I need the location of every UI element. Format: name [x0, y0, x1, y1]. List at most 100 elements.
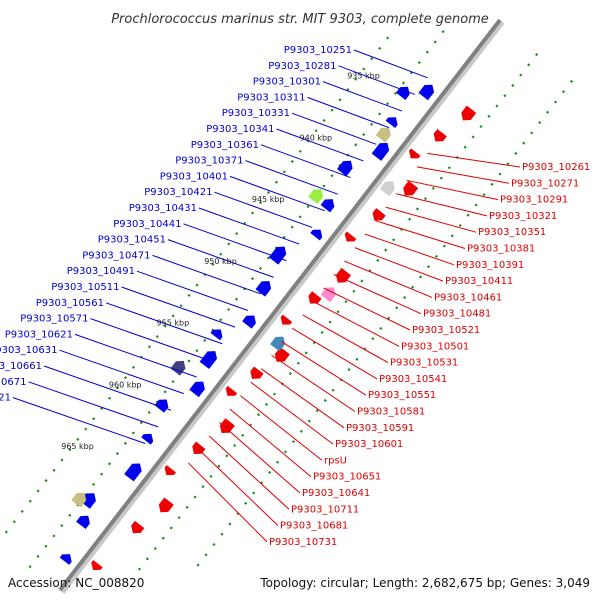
- tick-dot: [395, 306, 399, 310]
- tick-dot: [163, 390, 167, 394]
- tick-dot: [12, 520, 16, 524]
- reverse-gene-arrow: [192, 441, 206, 455]
- gene-features: [59, 84, 477, 571]
- tick-dot: [407, 217, 412, 221]
- tick-dot: [527, 63, 531, 67]
- forward-gene-label: P9303_10341: [206, 124, 274, 135]
- forward-gene-arrow: [59, 554, 72, 565]
- tick-dot: [36, 489, 40, 493]
- tick-dot: [123, 441, 127, 445]
- reverse-leader-line: [260, 368, 345, 429]
- tick-dot: [352, 289, 356, 293]
- tick-dot: [434, 254, 438, 258]
- reverse-leader-line: [354, 247, 444, 282]
- tick-dot: [506, 162, 510, 166]
- forward-gene-arrow: [242, 315, 256, 329]
- tick-dot: [268, 470, 272, 475]
- tick-dot: [441, 30, 445, 34]
- tick-dot: [272, 392, 277, 396]
- reverse-leader-line: [208, 435, 290, 510]
- tick-dot: [282, 170, 286, 174]
- tick-dot: [379, 326, 383, 330]
- tick-dot: [145, 557, 149, 561]
- forward-gene-label: P9303_10331: [222, 108, 290, 119]
- reverse-gene-label: P9303_10501: [401, 341, 469, 352]
- tick-dot: [235, 232, 239, 236]
- tick-dot: [60, 524, 64, 528]
- tick-dot: [458, 223, 462, 228]
- tick-dot: [503, 94, 507, 98]
- tick-dot: [354, 77, 358, 81]
- reverse-gene-label: P9303_10711: [291, 504, 359, 515]
- tick-dot: [376, 258, 380, 262]
- reverse-leader-line: [375, 220, 466, 249]
- reverse-leader-line: [364, 233, 455, 266]
- tick-dot: [362, 67, 366, 71]
- tick-dot: [147, 345, 151, 349]
- tick-dot: [155, 334, 159, 339]
- tick-dot: [227, 242, 231, 246]
- tick-dot: [266, 190, 271, 194]
- tick-dot: [411, 285, 415, 289]
- tick-dot: [212, 542, 216, 547]
- tick-dot: [244, 501, 248, 505]
- forward-leader-line: [276, 128, 364, 162]
- tick-dot: [347, 368, 351, 372]
- rna-feature: [71, 492, 87, 508]
- reverse-leader-line: [281, 341, 367, 396]
- tick-dot: [307, 419, 311, 423]
- forward-gene-label: P9303_10471: [82, 250, 150, 261]
- forward-leader-line: [12, 397, 146, 444]
- tick-dot: [187, 359, 191, 363]
- tick-dot: [439, 176, 443, 180]
- reverse-leader-line: [240, 395, 323, 461]
- reverse-gene-label: P9303_10641: [302, 488, 370, 499]
- tick-dot: [250, 277, 255, 281]
- reverse-gene-label: P9303_10521: [412, 325, 480, 336]
- forward-leader-line: [245, 160, 338, 195]
- tick-dot: [519, 73, 523, 77]
- tick-dot: [331, 388, 335, 392]
- reverse-gene-label: P9303_10651: [313, 472, 381, 483]
- forward-gene-arrow: [268, 246, 287, 265]
- tick-dot: [161, 536, 165, 540]
- tick-dot: [44, 479, 48, 483]
- tick-dot: [546, 110, 550, 114]
- forward-gene-label: P9303_10451: [98, 235, 166, 246]
- forward-leader-line: [105, 302, 223, 345]
- forward-gene-label: P9303_10311: [237, 92, 305, 103]
- reverse-leader-line: [427, 152, 521, 168]
- reverse-leader-line: [344, 260, 433, 298]
- tick-dot: [36, 554, 40, 559]
- forward-leader-line: [59, 349, 184, 395]
- tick-dot: [274, 180, 278, 184]
- tick-dot: [258, 201, 263, 205]
- tick-dot: [257, 413, 261, 417]
- tick-dot: [378, 112, 382, 116]
- tick-dot: [322, 184, 326, 188]
- reverse-leader-line: [188, 462, 268, 543]
- tick-dot: [511, 83, 515, 87]
- forward-gene-arrow: [76, 515, 90, 529]
- tick-dot: [219, 252, 223, 256]
- tick-dot: [100, 472, 104, 476]
- tick-dot: [447, 166, 451, 170]
- scale-label: 955 kbp: [157, 319, 190, 328]
- tick-dot: [187, 293, 191, 297]
- tick-dot: [355, 357, 359, 361]
- reverse-gene-label: P9303_10411: [445, 276, 513, 287]
- forward-gene-arrow: [255, 281, 272, 297]
- forward-gene-label: P9303_10631: [0, 345, 58, 356]
- tick-dot: [442, 244, 446, 248]
- reverse-leader-line: [292, 327, 378, 380]
- tick-dot: [241, 433, 245, 437]
- reverse-gene-label: rpsU: [324, 455, 347, 466]
- tick-dot: [487, 114, 491, 118]
- tick-dot: [137, 567, 141, 571]
- tick-dot: [68, 513, 72, 517]
- tick-dot: [171, 314, 175, 318]
- forward-leader-line: [183, 223, 287, 262]
- tick-dot: [131, 365, 135, 369]
- tick-dot: [209, 474, 213, 479]
